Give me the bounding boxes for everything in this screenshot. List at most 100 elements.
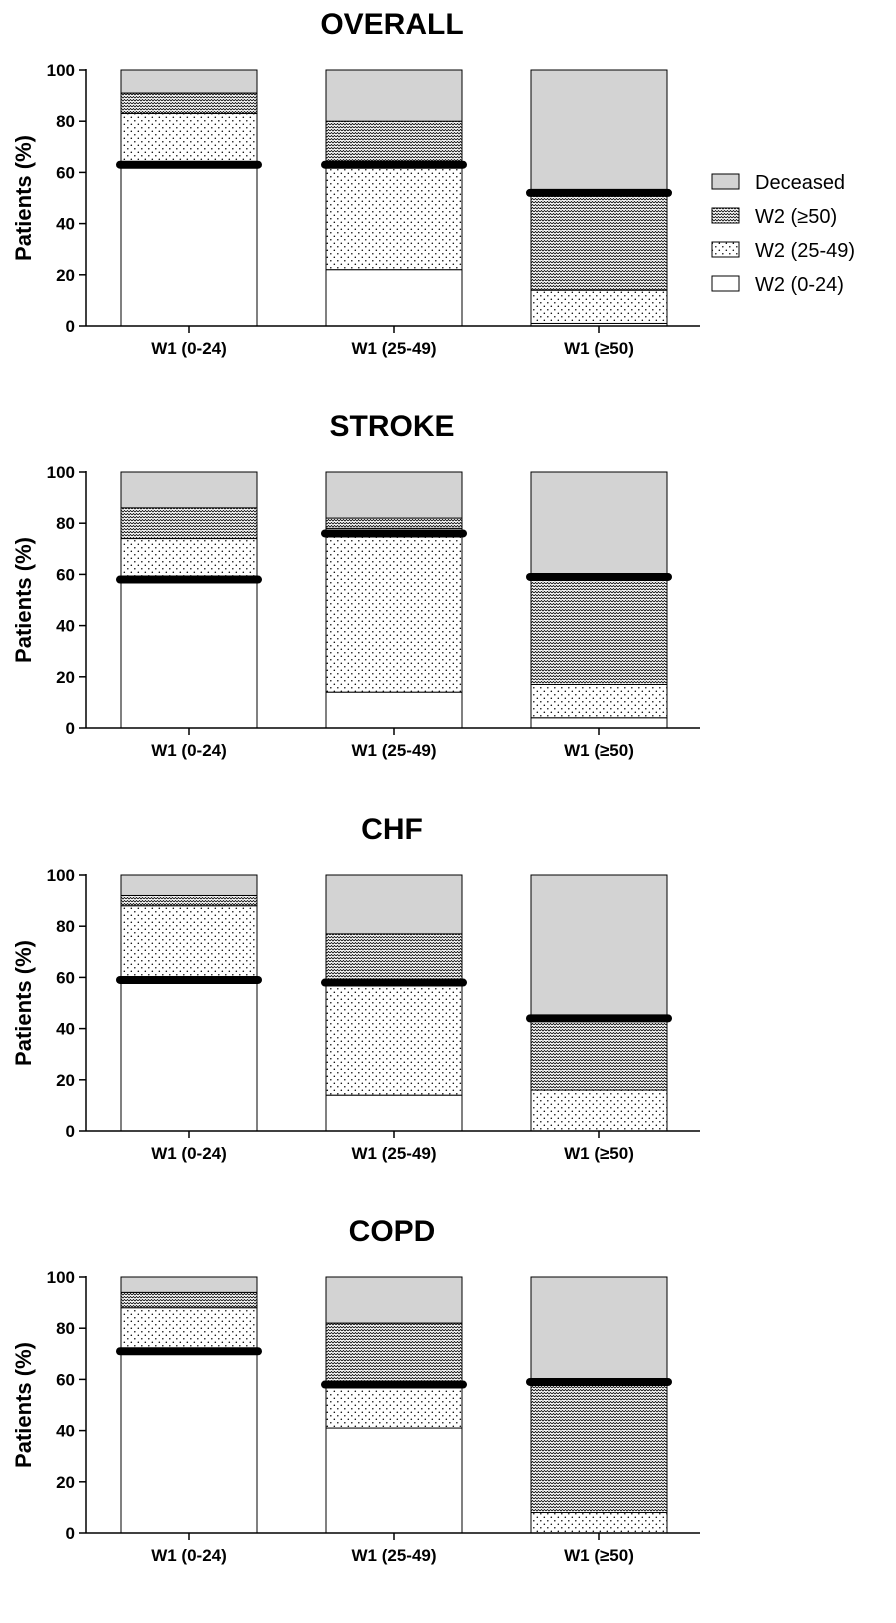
y-axis-label: Patients (%): [11, 135, 36, 261]
bar-segment-deceased: [325, 874, 463, 935]
y-tick-label: 60: [56, 565, 75, 584]
y-tick-label: 20: [56, 1473, 75, 1492]
legend-label: W2 (≥50): [755, 206, 837, 228]
bar-segment-deceased: [530, 1276, 668, 1386]
y-tick-label: 20: [56, 668, 75, 687]
bar-segment-deceased: [530, 69, 668, 194]
legend-swatch: [711, 173, 740, 190]
panel-copd: COPD Patients (%) W1 (0-24) W1 (25-49) W1 (≥…: [11, 1215, 700, 1565]
panel-stroke: STROKE Patients (%) W1 (0-24) W1 (25-49) W1 …: [11, 410, 700, 760]
bar-segment-w2_0_24: [325, 1427, 463, 1534]
bar-segment-deceased: [325, 471, 463, 519]
bar-segment-w2_50: [120, 507, 258, 540]
bar-segment-w2_50: [120, 92, 258, 115]
y-tick-label: 40: [56, 215, 75, 234]
y-tick-label: 100: [47, 866, 75, 885]
x-tick-label: W1 (0-24): [151, 741, 227, 760]
x-tick-label: W1 (≥50): [564, 1546, 634, 1565]
bar-segment-w2_0_24: [325, 269, 463, 327]
panel-title: CHF: [361, 813, 423, 846]
legend-label: Deceased: [755, 172, 845, 194]
y-tick-label: 0: [66, 719, 75, 738]
bar-segment-w2_25_49: [530, 1512, 668, 1534]
bar-segment-w2_25_49: [120, 538, 258, 583]
bar-segment-w2_25_49: [325, 1384, 463, 1429]
bar-segment-w2_50: [325, 120, 463, 168]
y-axis-label: Patients (%): [11, 940, 36, 1066]
bar-segment-w2_25_49: [120, 113, 258, 166]
y-tick-label: 100: [47, 1268, 75, 1287]
y-tick-label: 100: [47, 463, 75, 482]
y-tick-label: 60: [56, 163, 75, 182]
bar-segment-w2_50: [325, 1322, 463, 1386]
bar-segment-w2_25_49: [325, 982, 463, 1096]
legend-swatch: [711, 275, 740, 292]
bar-segment-deceased: [120, 874, 258, 896]
x-tick-label: W1 (25-49): [351, 741, 436, 760]
y-tick-label: 0: [66, 1122, 75, 1141]
chart-panels: OVERALL Patients (%) W1 (0-24) W1 (25-49) W1…: [11, 8, 700, 1565]
y-tick-label: 80: [56, 1319, 75, 1338]
bar-segment-w2_25_49: [530, 1089, 668, 1132]
panel-title: COPD: [349, 1215, 436, 1248]
bar-segment-w2_50: [530, 576, 668, 685]
bar-segment-w2_25_49: [530, 289, 668, 324]
y-axis-label: Patients (%): [11, 1342, 36, 1468]
y-tick-label: 20: [56, 266, 75, 285]
legend: Deceased W2 (≥50) W2 (25-49) W2 (0-24): [711, 172, 855, 296]
bar-segment-deceased: [325, 1276, 463, 1324]
legend-label: W2 (25-49): [755, 240, 855, 262]
panel-chf: CHF Patients (%) W1 (0-24) W1 (25-49) W1 (≥5…: [11, 813, 700, 1163]
bar-segment-w2_50: [530, 1017, 668, 1091]
y-tick-label: 40: [56, 617, 75, 636]
y-tick-label: 80: [56, 112, 75, 131]
bar-segment-deceased: [120, 69, 258, 94]
bar-segment-w2_25_49: [120, 905, 258, 981]
bar-segment-deceased: [530, 874, 668, 1019]
y-tick-label: 100: [47, 61, 75, 80]
x-tick-label: W1 (≥50): [564, 1144, 634, 1163]
legend-item-w2_0_24: W2 (0-24): [711, 274, 844, 296]
bar-segment-w2_0_24: [120, 581, 258, 729]
panel-title: OVERALL: [320, 8, 463, 41]
panel-title: STROKE: [329, 410, 454, 443]
x-tick-label: W1 (≥50): [564, 741, 634, 760]
legend-swatch: [711, 241, 740, 258]
y-tick-label: 60: [56, 1370, 75, 1389]
bar-segment-w2_0_24: [325, 691, 463, 729]
x-tick-label: W1 (25-49): [351, 339, 436, 358]
bar-segment-deceased: [120, 1276, 258, 1293]
legend-item-deceased: Deceased: [711, 172, 845, 194]
y-tick-label: 20: [56, 1071, 75, 1090]
legend-swatch: [711, 207, 740, 224]
bar-segment-w2_25_49: [325, 527, 463, 693]
bar-segment-w2_0_24: [530, 717, 668, 729]
bar-segment-w2_0_24: [120, 979, 258, 1132]
y-tick-label: 40: [56, 1422, 75, 1441]
bar-segment-w2_25_49: [120, 1307, 258, 1352]
bar-segment-deceased: [120, 471, 258, 509]
bar-segment-w2_0_24: [325, 1094, 463, 1132]
y-axis-label: Patients (%): [11, 537, 36, 663]
x-tick-label: W1 (25-49): [351, 1546, 436, 1565]
x-tick-label: W1 (0-24): [151, 1546, 227, 1565]
bar-segment-w2_50: [325, 517, 463, 529]
bar-segment-deceased: [530, 471, 668, 578]
bar-segment-w2_0_24: [120, 1350, 258, 1534]
y-tick-label: 0: [66, 317, 75, 336]
bar-segment-w2_50: [120, 894, 258, 907]
bar-segment-w2_0_24: [120, 164, 258, 327]
bar-segment-w2_50: [530, 1384, 668, 1514]
legend-label: W2 (0-24): [755, 274, 844, 296]
bar-segment-w2_50: [325, 933, 463, 984]
bar-segment-deceased: [325, 69, 463, 122]
x-tick-label: W1 (≥50): [564, 339, 634, 358]
bar-segment-w2_25_49: [530, 683, 668, 719]
panel-overall: OVERALL Patients (%) W1 (0-24) W1 (25-49) W1…: [11, 8, 700, 358]
y-tick-label: 0: [66, 1524, 75, 1543]
x-tick-label: W1 (0-24): [151, 1144, 227, 1163]
y-tick-label: 80: [56, 514, 75, 533]
x-tick-label: W1 (25-49): [351, 1144, 436, 1163]
y-tick-label: 40: [56, 1020, 75, 1039]
